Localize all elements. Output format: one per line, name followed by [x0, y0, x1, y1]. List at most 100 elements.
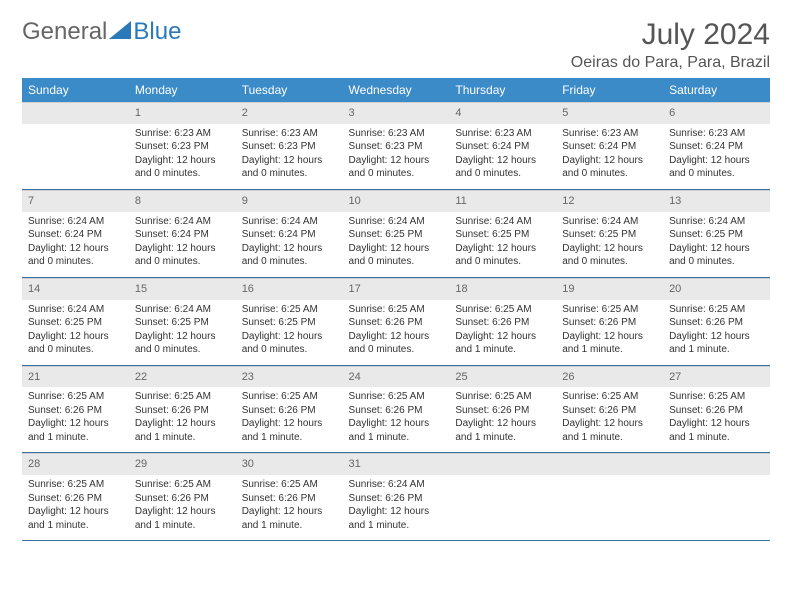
sunset-text: Sunset: 6:26 PM [562, 316, 657, 330]
sunset-text: Sunset: 6:26 PM [242, 492, 337, 506]
daylight-text: Daylight: 12 hours and 1 minute. [669, 417, 764, 444]
sunrise-text: Sunrise: 6:24 AM [28, 215, 123, 229]
day-number: 23 [236, 366, 343, 388]
sunrise-text: Sunrise: 6:25 AM [28, 390, 123, 404]
daylight-text: Daylight: 12 hours and 0 minutes. [242, 154, 337, 181]
calendar-cell [22, 102, 129, 189]
day-number: 13 [663, 190, 770, 212]
calendar-cell: 27Sunrise: 6:25 AMSunset: 6:26 PMDayligh… [663, 365, 770, 453]
day-number: 9 [236, 190, 343, 212]
daylight-text: Daylight: 12 hours and 0 minutes. [349, 154, 444, 181]
month-title: July 2024 [571, 18, 770, 52]
sunset-text: Sunset: 6:25 PM [28, 316, 123, 330]
sunset-text: Sunset: 6:23 PM [135, 140, 230, 154]
sunrise-text: Sunrise: 6:24 AM [135, 215, 230, 229]
header: General Blue July 2024 Oeiras do Para, P… [22, 18, 770, 72]
sunrise-text: Sunrise: 6:24 AM [562, 215, 657, 229]
day-body: Sunrise: 6:23 AMSunset: 6:24 PMDaylight:… [556, 124, 663, 189]
sunrise-text: Sunrise: 6:25 AM [349, 390, 444, 404]
calendar-cell: 28Sunrise: 6:25 AMSunset: 6:26 PMDayligh… [22, 453, 129, 541]
sunrise-text: Sunrise: 6:25 AM [455, 303, 550, 317]
day-body: Sunrise: 6:23 AMSunset: 6:24 PMDaylight:… [663, 124, 770, 189]
calendar-cell: 11 Sunrise: 6:24 AMSunset: 6:25 PMDayligh… [449, 189, 556, 277]
day-body: Sunrise: 6:25 AMSunset: 6:26 PMDaylight:… [129, 387, 236, 452]
sunrise-text: Sunrise: 6:25 AM [562, 303, 657, 317]
day-number: 17 [343, 278, 450, 300]
day-number: 8 [129, 190, 236, 212]
sunrise-text: Sunrise: 6:25 AM [28, 478, 123, 492]
daylight-text: Daylight: 12 hours and 0 minutes. [455, 242, 550, 269]
sunset-text: Sunset: 6:25 PM [135, 316, 230, 330]
day-body: Sunrise: 6:24 AMSunset: 6:25 PMDaylight:… [556, 212, 663, 277]
day-body: Sunrise: 6:25 AMSunset: 6:26 PMDaylight:… [556, 300, 663, 365]
daylight-text: Daylight: 12 hours and 1 minute. [242, 505, 337, 532]
day-number: 18 [449, 278, 556, 300]
day-number: 6 [663, 102, 770, 124]
sunrise-text: Sunrise: 6:25 AM [669, 390, 764, 404]
sunset-text: Sunset: 6:25 PM [455, 228, 550, 242]
sunset-text: Sunset: 6:25 PM [349, 228, 444, 242]
daylight-text: Daylight: 12 hours and 1 minute. [135, 417, 230, 444]
calendar-row: 21Sunrise: 6:25 AMSunset: 6:26 PMDayligh… [22, 365, 770, 453]
daylight-text: Daylight: 12 hours and 0 minutes. [349, 242, 444, 269]
calendar-cell: 13Sunrise: 6:24 AMSunset: 6:25 PMDayligh… [663, 189, 770, 277]
sunrise-text: Sunrise: 6:24 AM [455, 215, 550, 229]
day-number: 12 [556, 190, 663, 212]
sunset-text: Sunset: 6:25 PM [242, 316, 337, 330]
sunrise-text: Sunrise: 6:25 AM [135, 478, 230, 492]
sunrise-text: Sunrise: 6:25 AM [349, 303, 444, 317]
day-body: Sunrise: 6:25 AMSunset: 6:26 PMDaylight:… [663, 300, 770, 365]
day-body [556, 475, 663, 533]
location: Oeiras do Para, Para, Brazil [571, 54, 770, 72]
sunrise-text: Sunrise: 6:23 AM [562, 127, 657, 141]
sunrise-text: Sunrise: 6:25 AM [242, 478, 337, 492]
sunrise-text: Sunrise: 6:25 AM [455, 390, 550, 404]
logo-text-1: General [22, 18, 107, 46]
day-number: 15 [129, 278, 236, 300]
weekday-header: Tuesday [236, 78, 343, 102]
daylight-text: Daylight: 12 hours and 0 minutes. [669, 242, 764, 269]
day-number: 20 [663, 278, 770, 300]
daylight-text: Daylight: 12 hours and 1 minute. [562, 330, 657, 357]
sunrise-text: Sunrise: 6:23 AM [135, 127, 230, 141]
sunset-text: Sunset: 6:26 PM [135, 404, 230, 418]
day-number: 16 [236, 278, 343, 300]
sunrise-text: Sunrise: 6:24 AM [135, 303, 230, 317]
sunset-text: Sunset: 6:24 PM [135, 228, 230, 242]
day-number: 11 [449, 190, 556, 212]
day-number: 30 [236, 453, 343, 475]
daylight-text: Daylight: 12 hours and 1 minute. [455, 417, 550, 444]
day-body: Sunrise: 6:25 AMSunset: 6:26 PMDaylight:… [556, 387, 663, 452]
sunset-text: Sunset: 6:26 PM [349, 492, 444, 506]
daylight-text: Daylight: 12 hours and 1 minute. [28, 505, 123, 532]
calendar-cell: 9Sunrise: 6:24 AMSunset: 6:24 PMDaylight… [236, 189, 343, 277]
sunset-text: Sunset: 6:25 PM [562, 228, 657, 242]
daylight-text: Daylight: 12 hours and 0 minutes. [562, 154, 657, 181]
calendar-cell [663, 453, 770, 541]
sunset-text: Sunset: 6:23 PM [349, 140, 444, 154]
sunset-text: Sunset: 6:26 PM [242, 404, 337, 418]
calendar-row: 28Sunrise: 6:25 AMSunset: 6:26 PMDayligh… [22, 453, 770, 541]
day-body: Sunrise: 6:24 AMSunset: 6:24 PMDaylight:… [236, 212, 343, 277]
calendar-table: SundayMondayTuesdayWednesdayThursdayFrid… [22, 78, 770, 541]
sunrise-text: Sunrise: 6:25 AM [135, 390, 230, 404]
sunset-text: Sunset: 6:24 PM [28, 228, 123, 242]
day-number: 29 [129, 453, 236, 475]
calendar-cell: 23Sunrise: 6:25 AMSunset: 6:26 PMDayligh… [236, 365, 343, 453]
sunset-text: Sunset: 6:26 PM [455, 404, 550, 418]
day-number [22, 102, 129, 124]
calendar-row: 14Sunrise: 6:24 AMSunset: 6:25 PMDayligh… [22, 277, 770, 365]
logo-text-2: Blue [133, 18, 181, 46]
weekday-header: Monday [129, 78, 236, 102]
sunrise-text: Sunrise: 6:24 AM [242, 215, 337, 229]
calendar-cell: 24Sunrise: 6:25 AMSunset: 6:26 PMDayligh… [343, 365, 450, 453]
day-body [663, 475, 770, 533]
daylight-text: Daylight: 12 hours and 0 minutes. [135, 242, 230, 269]
day-number: 14 [22, 278, 129, 300]
calendar-cell: 21Sunrise: 6:25 AMSunset: 6:26 PMDayligh… [22, 365, 129, 453]
day-body: Sunrise: 6:25 AMSunset: 6:26 PMDaylight:… [236, 475, 343, 540]
calendar-cell: 7Sunrise: 6:24 AMSunset: 6:24 PMDaylight… [22, 189, 129, 277]
calendar-cell: 1Sunrise: 6:23 AMSunset: 6:23 PMDaylight… [129, 102, 236, 189]
day-body [449, 475, 556, 533]
calendar-head: SundayMondayTuesdayWednesdayThursdayFrid… [22, 78, 770, 102]
